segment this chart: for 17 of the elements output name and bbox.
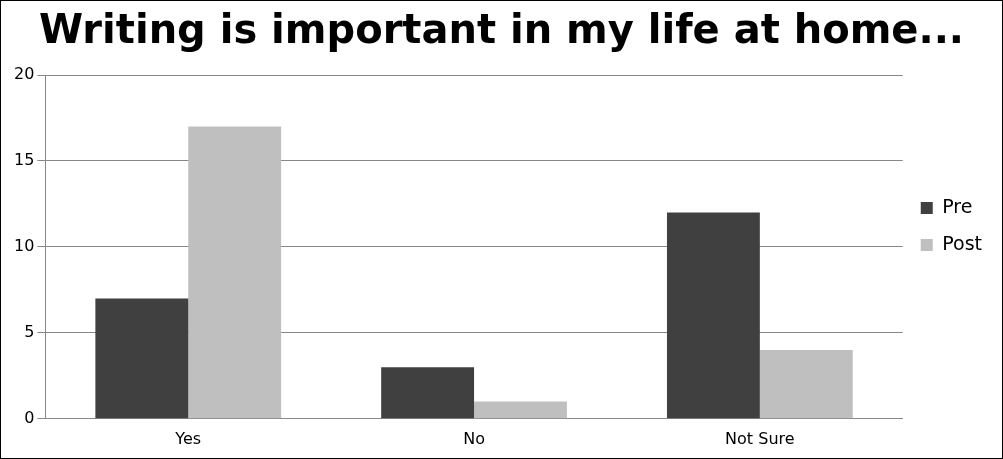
legend-label: Pre bbox=[942, 194, 973, 217]
bar bbox=[474, 401, 567, 419]
x-tick-label: No bbox=[463, 428, 485, 448]
bar bbox=[759, 350, 853, 419]
legend-label: Post bbox=[942, 231, 983, 254]
x-tick-label: Yes bbox=[174, 428, 202, 448]
chart-title: Writing is important in my life at home... bbox=[38, 6, 965, 53]
y-tick-label: 10 bbox=[14, 236, 35, 256]
y-tick-label: 0 bbox=[24, 407, 35, 427]
bar bbox=[188, 126, 282, 419]
bar bbox=[666, 212, 760, 419]
bar bbox=[381, 367, 475, 419]
y-tick-label: 15 bbox=[14, 150, 35, 170]
y-tick-label: 20 bbox=[14, 64, 35, 84]
bar bbox=[95, 298, 189, 419]
x-tick-label: Not Sure bbox=[725, 428, 795, 448]
y-tick-label: 5 bbox=[24, 322, 35, 342]
